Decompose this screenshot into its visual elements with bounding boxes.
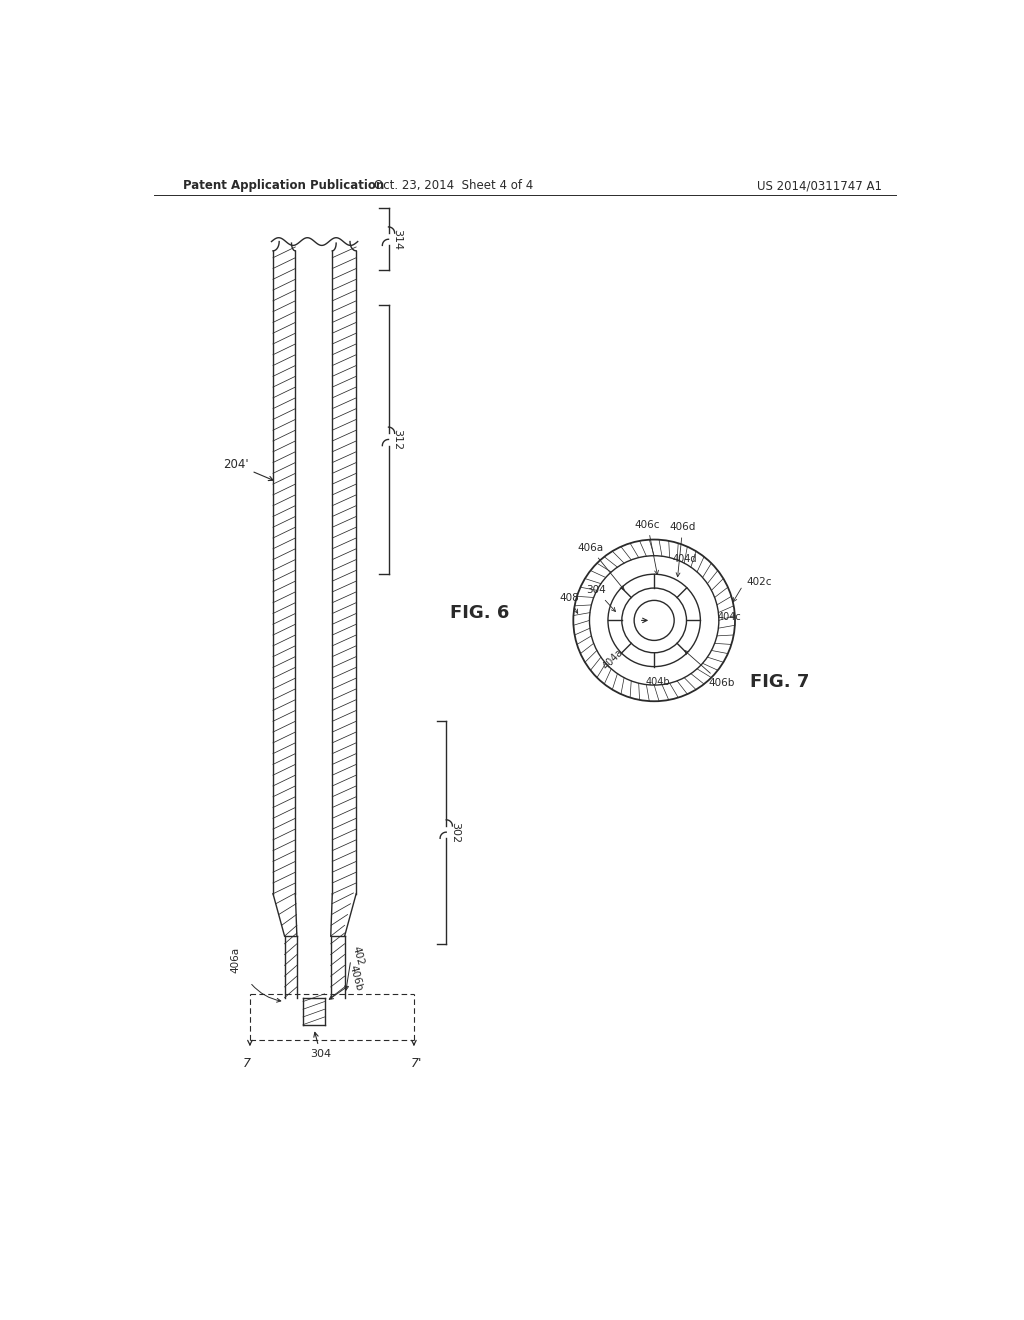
- Text: US 2014/0311747 A1: US 2014/0311747 A1: [757, 180, 883, 193]
- Text: 304: 304: [310, 1032, 331, 1059]
- Text: 302: 302: [451, 821, 460, 842]
- Text: 312: 312: [392, 429, 402, 450]
- Text: 7': 7': [412, 1057, 423, 1071]
- Text: 406a: 406a: [230, 946, 241, 973]
- Text: 402: 402: [350, 945, 365, 966]
- Text: 404a: 404a: [601, 647, 626, 671]
- Text: 314: 314: [392, 228, 402, 249]
- Text: 404b: 404b: [646, 677, 671, 686]
- Text: 408: 408: [559, 593, 580, 614]
- Text: FIG. 7: FIG. 7: [751, 673, 810, 690]
- Text: 406b: 406b: [348, 965, 365, 993]
- Text: 406c: 406c: [635, 520, 660, 574]
- Text: 304: 304: [587, 586, 615, 611]
- Text: 404c: 404c: [717, 611, 741, 622]
- Text: 402c: 402c: [746, 577, 772, 587]
- Text: Oct. 23, 2014  Sheet 4 of 4: Oct. 23, 2014 Sheet 4 of 4: [375, 180, 534, 193]
- Text: 7: 7: [243, 1057, 251, 1071]
- Text: 406b: 406b: [685, 651, 734, 688]
- Text: FIG. 6: FIG. 6: [451, 603, 510, 622]
- Text: 204': 204': [223, 458, 273, 480]
- Text: 406d: 406d: [670, 523, 696, 577]
- Text: Patent Application Publication: Patent Application Publication: [183, 180, 384, 193]
- Text: 404d: 404d: [673, 554, 697, 564]
- Text: 406a: 406a: [578, 543, 624, 590]
